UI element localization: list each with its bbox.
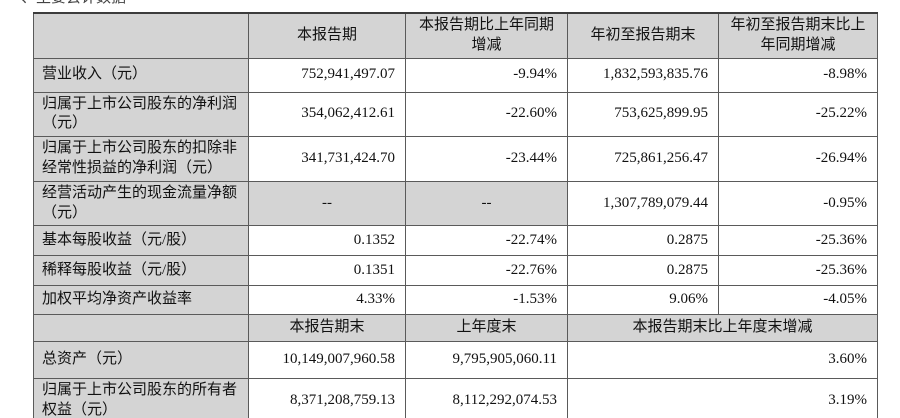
cell-current: 4.33% [248, 285, 406, 316]
header-cell-period-end: 本报告期末 [248, 314, 406, 343]
cell-period-end: 10,149,007,960.58 [248, 341, 406, 380]
table-row-net-profit-excl-nonrecurring: 归属于上市公司股东的扣除非经常性损益的净利润（元） 341,731,424.70… [33, 136, 878, 182]
header-cell-ytd: 年初至报告期末 [567, 12, 719, 59]
cell-ytd: 0.2875 [567, 255, 719, 287]
row-label: 归属于上市公司股东的扣除非经常性损益的净利润（元） [33, 136, 249, 182]
financial-summary-table: 本报告期 本报告期比上年同期增减 年初至报告期末 年初至报告期末比上年同期增减 … [33, 12, 878, 418]
header-row-period: 本报告期 本报告期比上年同期增减 年初至报告期末 年初至报告期末比上年同期增减 [33, 12, 878, 59]
cell-current: 0.1352 [248, 225, 406, 257]
header-cell-current-period-change: 本报告期比上年同期增减 [405, 12, 568, 59]
cell-current-change: -22.74% [405, 225, 568, 257]
cell-ytd: 1,832,593,835.76 [567, 57, 719, 93]
row-label: 经营活动产生的现金流量净额（元） [33, 180, 249, 227]
cell-current: -- [248, 180, 406, 227]
cell-ytd: 0.2875 [567, 225, 719, 257]
row-label: 加权平均净资产收益率 [33, 285, 249, 316]
cell-ytd-change: -0.95% [718, 180, 878, 227]
cell-period-end: 8,371,208,759.13 [248, 378, 406, 418]
row-label: 稀释每股收益（元/股） [33, 255, 249, 287]
table-row-net-profit: 归属于上市公司股东的净利润（元） 354,062,412.61 -22.60% … [33, 91, 878, 138]
cell-prev-year-end: 8,112,292,074.53 [405, 378, 568, 418]
row-label: 归属于上市公司股东的所有者权益（元） [33, 378, 249, 418]
cell-current: 341,731,424.70 [248, 136, 406, 182]
row-label: 归属于上市公司股东的净利润（元） [33, 91, 249, 138]
header-cell-period-end-change: 本报告期末比上年度末增减 [567, 314, 878, 343]
header-cell-empty [33, 12, 249, 59]
header-row-period-end: 本报告期末 上年度末 本报告期末比上年度末增减 [33, 314, 878, 343]
row-label: 基本每股收益（元/股） [33, 225, 249, 257]
cell-ytd: 1,307,789,079.44 [567, 180, 719, 227]
table-row-revenue: 营业收入（元） 752,941,497.07 -9.94% 1,832,593,… [33, 57, 878, 93]
cell-current-change: -22.76% [405, 255, 568, 287]
table-row-total-assets: 总资产（元） 10,149,007,960.58 9,795,905,060.1… [33, 341, 878, 380]
cell-current: 354,062,412.61 [248, 91, 406, 138]
row-label: 总资产（元） [33, 341, 249, 380]
header-cell-empty [33, 314, 249, 343]
clipped-heading: 一、主要会计数据 [6, 0, 306, 4]
cell-current-change: -1.53% [405, 285, 568, 316]
cell-current-change: -23.44% [405, 136, 568, 182]
table-row-weighted-avg-roe: 加权平均净资产收益率 4.33% -1.53% 9.06% -4.05% [33, 285, 878, 316]
cell-ytd: 9.06% [567, 285, 719, 316]
cell-ytd-change: -4.05% [718, 285, 878, 316]
cell-current-change: -9.94% [405, 57, 568, 93]
cell-current-change: -- [405, 180, 568, 227]
cell-current: 752,941,497.07 [248, 57, 406, 93]
cell-prev-year-end: 9,795,905,060.11 [405, 341, 568, 380]
cell-current-change: -22.60% [405, 91, 568, 138]
cell-ytd-change: -25.22% [718, 91, 878, 138]
cell-ytd: 753,625,899.95 [567, 91, 719, 138]
cell-change: 3.60% [567, 341, 878, 380]
table-row-basic-eps: 基本每股收益（元/股） 0.1352 -22.74% 0.2875 -25.36… [33, 225, 878, 257]
cell-ytd: 725,861,256.47 [567, 136, 719, 182]
header-cell-current-period: 本报告期 [248, 12, 406, 59]
table-row-operating-cash-flow: 经营活动产生的现金流量净额（元） -- -- 1,307,789,079.44 … [33, 180, 878, 227]
table-row-owners-equity: 归属于上市公司股东的所有者权益（元） 8,371,208,759.13 8,11… [33, 378, 878, 418]
cell-ytd-change: -25.36% [718, 225, 878, 257]
cell-change: 3.19% [567, 378, 878, 418]
header-cell-ytd-change: 年初至报告期末比上年同期增减 [718, 12, 878, 59]
clipped-heading-text: 一、主要会计数据 [6, 0, 306, 4]
header-cell-prev-year-end: 上年度末 [405, 314, 568, 343]
cell-ytd-change: -25.36% [718, 255, 878, 287]
cell-current: 0.1351 [248, 255, 406, 287]
cell-ytd-change: -26.94% [718, 136, 878, 182]
cell-ytd-change: -8.98% [718, 57, 878, 93]
row-label: 营业收入（元） [33, 57, 249, 93]
table-row-diluted-eps: 稀释每股收益（元/股） 0.1351 -22.76% 0.2875 -25.36… [33, 255, 878, 287]
